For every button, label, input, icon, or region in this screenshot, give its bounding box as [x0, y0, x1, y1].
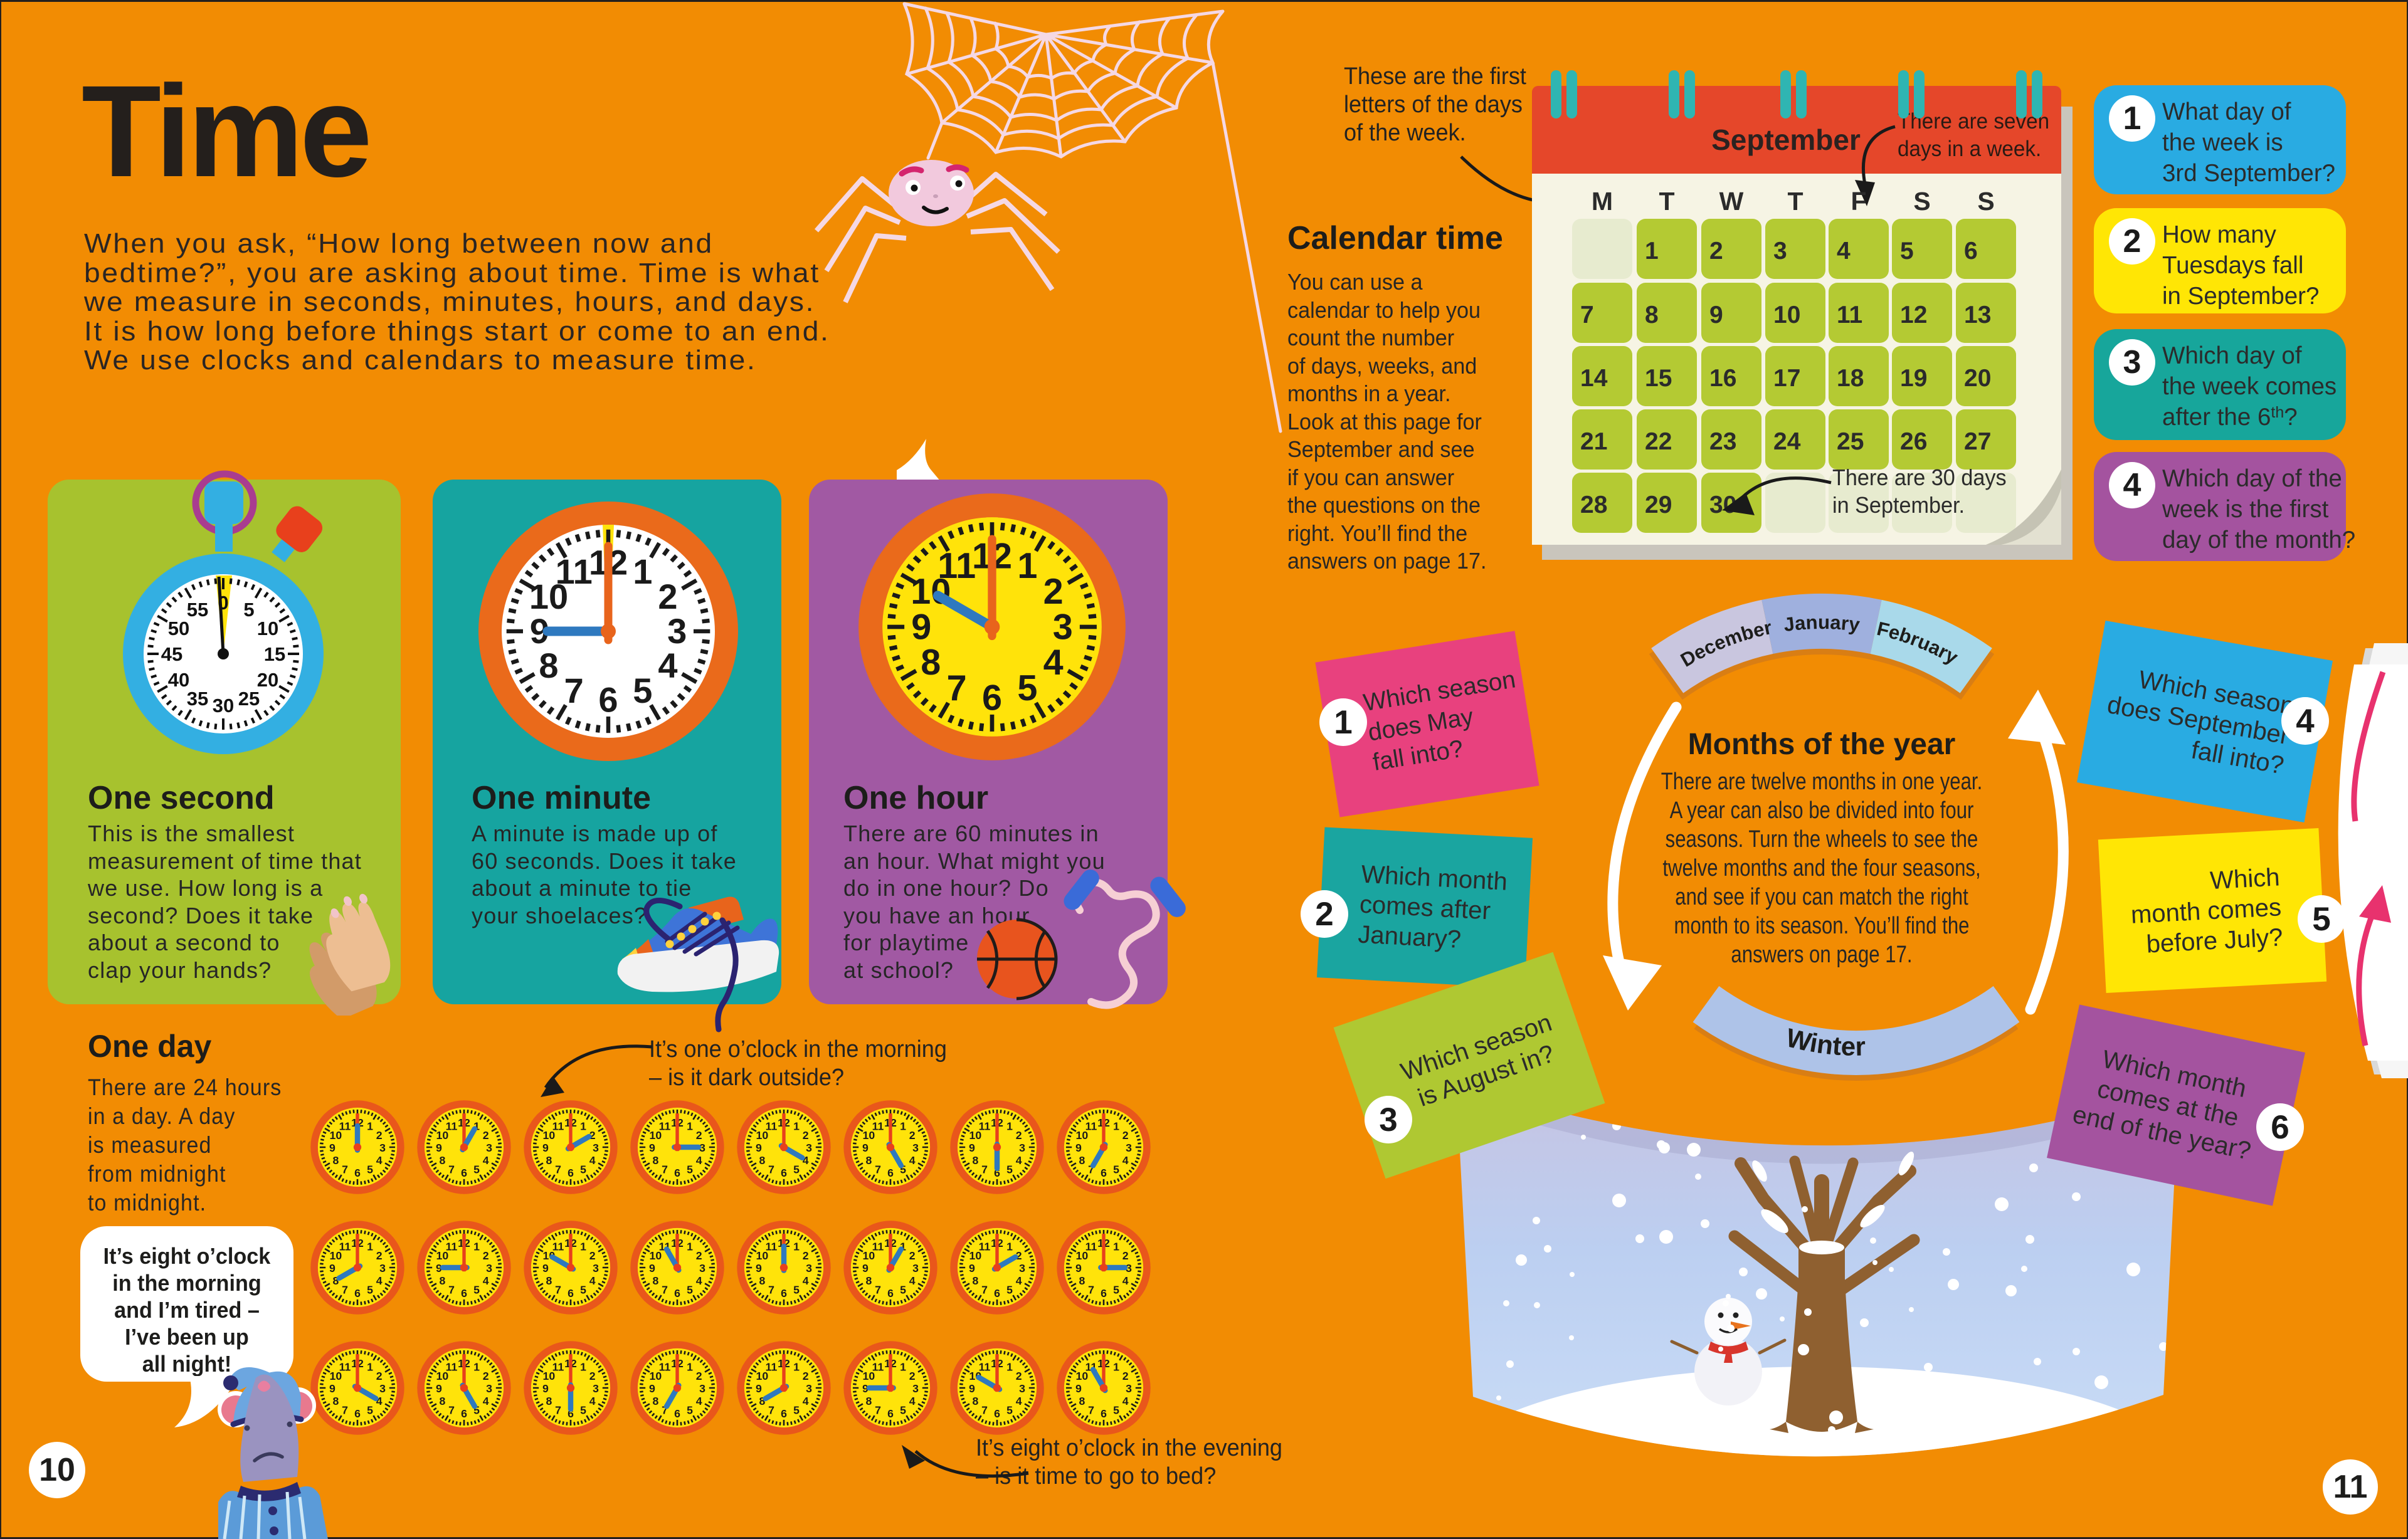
svg-text:10: 10	[911, 572, 951, 612]
svg-text:3: 3	[1053, 607, 1073, 648]
svg-text:10: 10	[257, 617, 278, 639]
svg-text:45: 45	[161, 643, 182, 665]
svg-text:January: January	[1782, 611, 1861, 636]
svg-text:and see if you can match the r: and see if you can match the right	[1675, 884, 1968, 910]
svg-text:20: 20	[257, 669, 278, 691]
svg-text:6: 6	[598, 680, 618, 720]
svg-text:A year can also be divided int: A year can also be divided into four	[1670, 797, 1974, 824]
svg-text:30: 30	[213, 695, 234, 717]
svg-text:55: 55	[187, 599, 208, 621]
svg-text:7: 7	[947, 668, 967, 708]
svg-text:Months of the year: Months of the year	[1688, 728, 1956, 761]
svg-text:1: 1	[1017, 546, 1037, 586]
svg-text:35: 35	[187, 688, 208, 710]
svg-text:answers on page 17.: answers on page 17.	[1731, 942, 1912, 968]
svg-text:40: 40	[168, 669, 189, 691]
svg-text:7: 7	[564, 671, 584, 710]
svg-text:15: 15	[264, 643, 285, 665]
svg-text:3: 3	[667, 611, 687, 651]
svg-text:There are twelve months in one: There are twelve months in one year.	[1661, 769, 1982, 795]
svg-text:seasons. Turn the wheels to se: seasons. Turn the wheels to see the	[1666, 826, 1978, 853]
svg-text:10: 10	[529, 577, 568, 616]
svg-text:5: 5	[633, 671, 652, 710]
svg-text:11: 11	[556, 552, 593, 591]
svg-text:2: 2	[1043, 572, 1064, 612]
svg-text:25: 25	[238, 688, 260, 710]
svg-text:month to its season. You’ll fi: month to its season. You’ll find the	[1674, 913, 1970, 939]
svg-text:1: 1	[633, 552, 652, 591]
svg-text:4: 4	[1043, 643, 1064, 683]
svg-text:twelve months and the four sea: twelve months and the four seasons,	[1662, 855, 1980, 881]
svg-text:9: 9	[911, 607, 931, 648]
svg-text:8: 8	[539, 646, 558, 685]
svg-text:5: 5	[1017, 668, 1037, 708]
svg-text:50: 50	[168, 617, 189, 639]
svg-text:6: 6	[982, 678, 1002, 718]
svg-text:2: 2	[658, 577, 677, 616]
svg-text:5: 5	[243, 599, 254, 621]
svg-text:4: 4	[658, 646, 677, 685]
svg-text:8: 8	[921, 643, 941, 683]
svg-text:11: 11	[937, 546, 976, 586]
